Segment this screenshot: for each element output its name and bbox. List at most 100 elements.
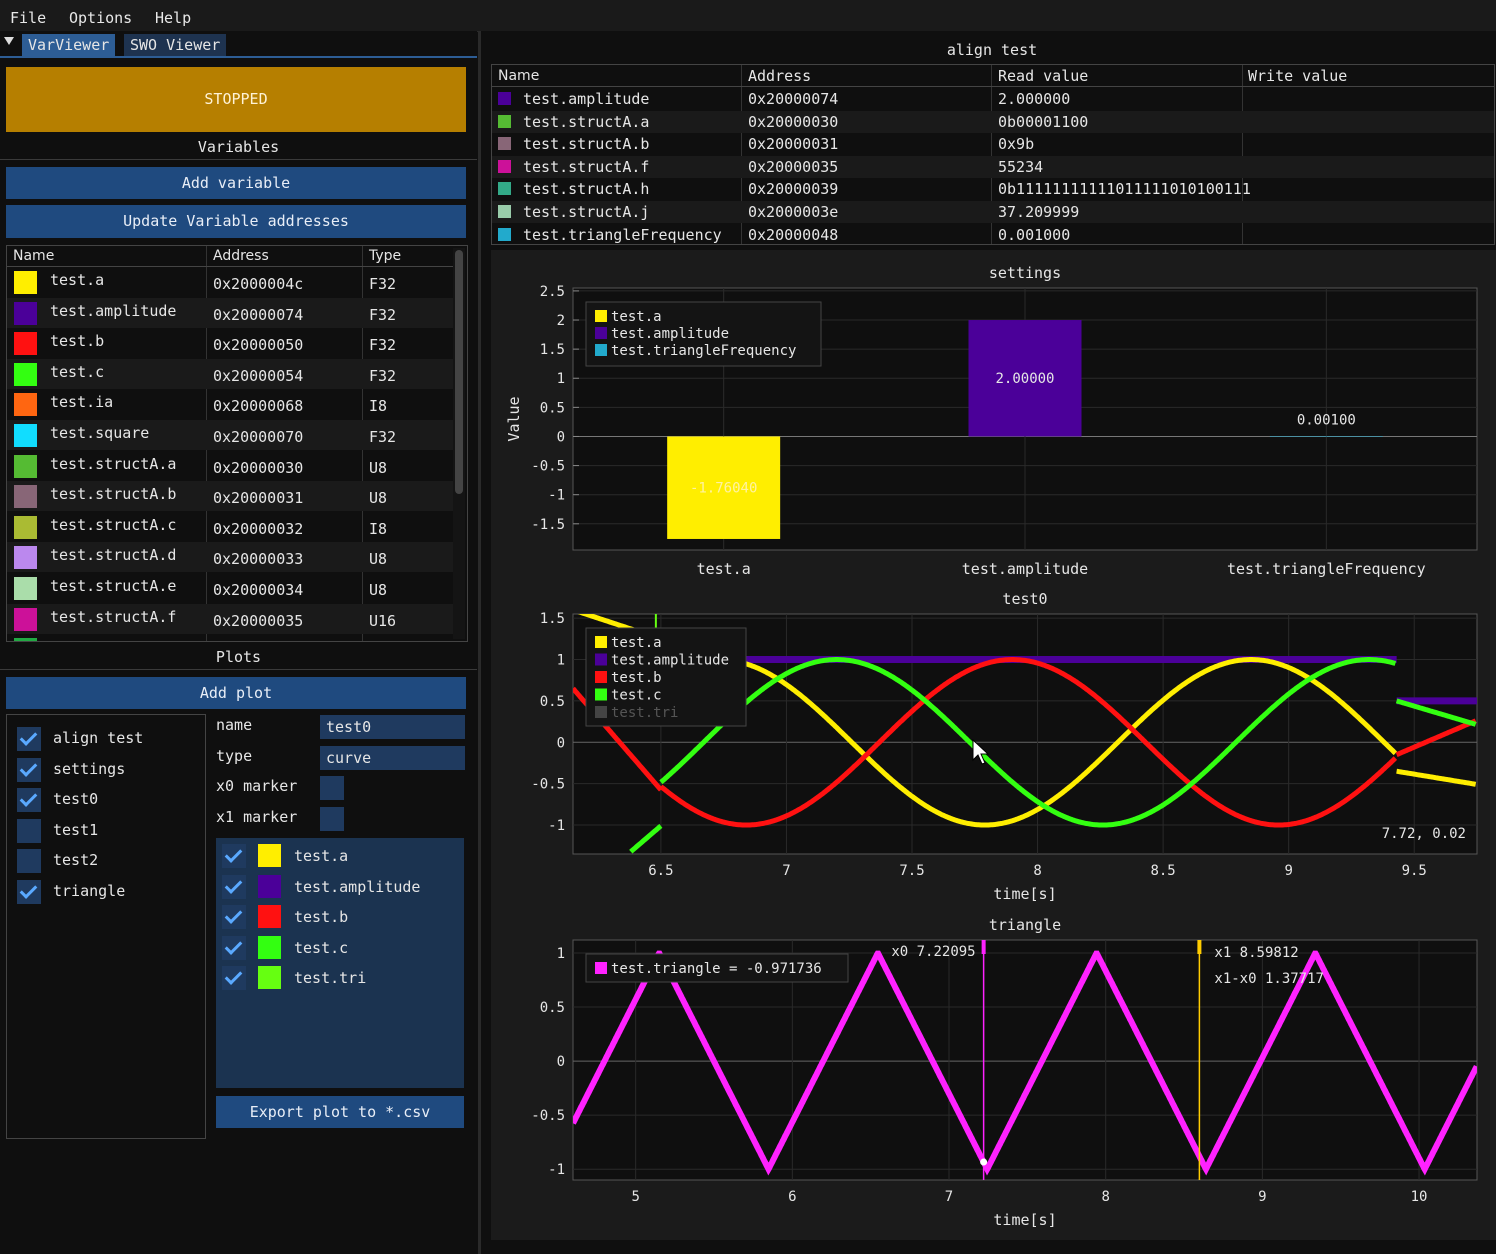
- tab-varviewer[interactable]: VarViewer: [22, 34, 116, 56]
- plot-checkbox-test2[interactable]: [17, 849, 41, 874]
- align-table-row[interactable]: test.amplitude 0x20000074 2.000000: [492, 88, 1494, 110]
- triangle-chart[interactable]: triangle 1 0.5 0 -0.5 -1 5 6 7 8 9 10 x0 7.22095 x1…: [491, 912, 1496, 1234]
- variable-color-swatch[interactable]: [14, 271, 37, 294]
- update-addresses-button[interactable]: Update Variable addresses: [6, 205, 466, 238]
- x1-marker-checkbox[interactable]: [320, 807, 344, 831]
- align-color-swatch[interactable]: [498, 92, 511, 105]
- legend-entry: test.amplitude: [611, 326, 729, 342]
- variable-color-swatch[interactable]: [14, 607, 37, 631]
- variable-color-swatch[interactable]: [14, 393, 37, 417]
- series-color-swatch[interactable]: [258, 844, 281, 867]
- series-color-swatch[interactable]: [258, 874, 281, 898]
- menu-help[interactable]: Help: [155, 9, 192, 27]
- panel-divider[interactable]: [478, 31, 481, 1254]
- series-color-swatch[interactable]: [258, 966, 281, 990]
- export-csv-button[interactable]: Export plot to *.csv: [216, 1096, 464, 1128]
- variable-row[interactable]: test.c 0x20000054 F32: [7, 358, 455, 389]
- variable-color-swatch[interactable]: [14, 424, 37, 447]
- align-col-write[interactable]: Write value: [1248, 67, 1348, 85]
- align-color-swatch[interactable]: [498, 114, 511, 128]
- col-address-header[interactable]: Address: [213, 248, 269, 264]
- align-col-read[interactable]: Read value: [998, 67, 1089, 85]
- align-color-swatch[interactable]: [498, 137, 511, 151]
- add-plot-button[interactable]: Add plot: [6, 677, 466, 709]
- plot-list-item[interactable]: test0: [53, 790, 99, 809]
- align-write-value[interactable]: [1248, 201, 1488, 223]
- stopped-button[interactable]: STOPPED: [6, 67, 466, 132]
- variable-row[interactable]: test.structA.c 0x20000032 I8: [7, 512, 455, 542]
- plot-checkbox-align-test[interactable]: [17, 727, 41, 751]
- align-write-value[interactable]: [1248, 133, 1488, 155]
- variable-row[interactable]: test.square 0x20000070 F32: [7, 420, 455, 450]
- series-visible-checkbox[interactable]: [222, 874, 246, 899]
- plot-list-item[interactable]: test1: [53, 820, 99, 839]
- align-col-name[interactable]: Name: [498, 68, 540, 84]
- series-test-b-end: [1395, 718, 1477, 758]
- col-type-header[interactable]: Type: [369, 248, 402, 264]
- y-tick-label: -1: [548, 488, 565, 504]
- align-table-row[interactable]: test.structA.h 0x20000039 0b11111111111011…: [492, 178, 1494, 200]
- series-test-c-end: [1395, 698, 1477, 727]
- align-write-value[interactable]: [1248, 111, 1488, 133]
- plot-list-item[interactable]: test2: [53, 851, 99, 870]
- plot-list-item[interactable]: align test: [53, 729, 144, 747]
- series-visible-checkbox[interactable]: [222, 844, 246, 868]
- align-write-value[interactable]: [1248, 224, 1488, 246]
- variable-row[interactable]: test.structA.a 0x20000030 U8: [7, 451, 455, 481]
- plot-checkbox-triangle[interactable]: [17, 880, 41, 904]
- series-visible-checkbox[interactable]: [222, 966, 246, 991]
- plot-list-item[interactable]: settings: [53, 759, 126, 778]
- align-color-swatch[interactable]: [498, 182, 511, 196]
- settings-chart[interactable]: settings 2.5 2 1.5 1 0.5 0 -0.5 -1 -1.5 -1.76040…: [491, 258, 1496, 588]
- plot-checkbox-settings[interactable]: [17, 757, 41, 782]
- variable-color-swatch[interactable]: [14, 577, 37, 600]
- align-color-swatch[interactable]: [498, 205, 511, 218]
- align-table-row[interactable]: test.triangleFrequency 0x20000048 0.001000: [492, 224, 1494, 246]
- variable-name: test.c: [50, 362, 105, 381]
- test0-chart[interactable]: test0 1.5 1 0.5 0 -0.5 -1 6.5 7 7.5 8 8.5 9 9.5 test…: [491, 588, 1496, 910]
- align-table-row[interactable]: test.structA.b 0x20000031 0x9b: [492, 133, 1494, 155]
- variable-row[interactable]: test.b 0x20000050 F32: [7, 328, 455, 358]
- variable-row[interactable]: test.ia 0x20000068 I8: [7, 389, 455, 419]
- plot-checkbox-test0[interactable]: [17, 788, 41, 813]
- align-table-row[interactable]: test.structA.j 0x2000003e 37.209999: [492, 201, 1494, 223]
- align-color-swatch[interactable]: [498, 159, 511, 173]
- align-table-row[interactable]: test.structA.f 0x20000035 55234: [492, 155, 1494, 178]
- align-color-swatch[interactable]: [498, 227, 511, 241]
- variable-color-swatch[interactable]: [14, 485, 37, 509]
- tab-swo-viewer[interactable]: SWO Viewer: [124, 34, 227, 56]
- col-name-header[interactable]: Name: [13, 248, 55, 264]
- plot-name-input[interactable]: test0: [320, 715, 465, 739]
- add-variable-button[interactable]: Add variable: [6, 167, 466, 199]
- variable-color-swatch[interactable]: [14, 546, 37, 570]
- series-visible-checkbox[interactable]: [222, 905, 246, 930]
- menu-file[interactable]: File: [10, 9, 47, 27]
- variable-color-swatch[interactable]: [14, 362, 37, 386]
- plot-list-item[interactable]: triangle: [53, 882, 126, 900]
- series-color-swatch[interactable]: [258, 905, 281, 929]
- series-visible-checkbox[interactable]: [222, 935, 246, 960]
- series-test-b: [659, 657, 1398, 828]
- align-write-value[interactable]: [1248, 156, 1488, 178]
- collapse-triangle-icon[interactable]: [4, 37, 14, 45]
- menu-options[interactable]: Options: [69, 9, 133, 27]
- align-write-value[interactable]: [1248, 178, 1488, 200]
- align-col-address[interactable]: Address: [748, 67, 812, 85]
- x0-marker-checkbox[interactable]: [320, 776, 344, 800]
- series-color-swatch[interactable]: [258, 935, 281, 959]
- variable-row[interactable]: test.structA.e 0x20000034 U8: [7, 573, 455, 603]
- variable-color-swatch[interactable]: [14, 515, 37, 539]
- variable-color-swatch[interactable]: [14, 332, 37, 356]
- variable-row[interactable]: test.structA.d 0x20000033 U8: [7, 542, 455, 573]
- variable-row[interactable]: test.structA.f 0x20000035 U16: [7, 603, 455, 634]
- align-write-value[interactable]: [1248, 88, 1488, 110]
- variable-row[interactable]: test.amplitude 0x20000074 F32: [7, 297, 455, 328]
- variable-row[interactable]: test.structA.b 0x20000031 U8: [7, 481, 455, 512]
- variable-row[interactable]: test.a 0x2000004c F32: [7, 267, 455, 297]
- variable-color-swatch[interactable]: [14, 454, 37, 478]
- plot-checkbox-test1[interactable]: [17, 818, 41, 843]
- variable-color-swatch[interactable]: [14, 301, 37, 325]
- align-table-row[interactable]: test.structA.a 0x20000030 0b00001100: [492, 110, 1494, 133]
- scrollbar-thumb[interactable]: [455, 250, 463, 494]
- plot-type-select[interactable]: curve: [320, 746, 465, 770]
